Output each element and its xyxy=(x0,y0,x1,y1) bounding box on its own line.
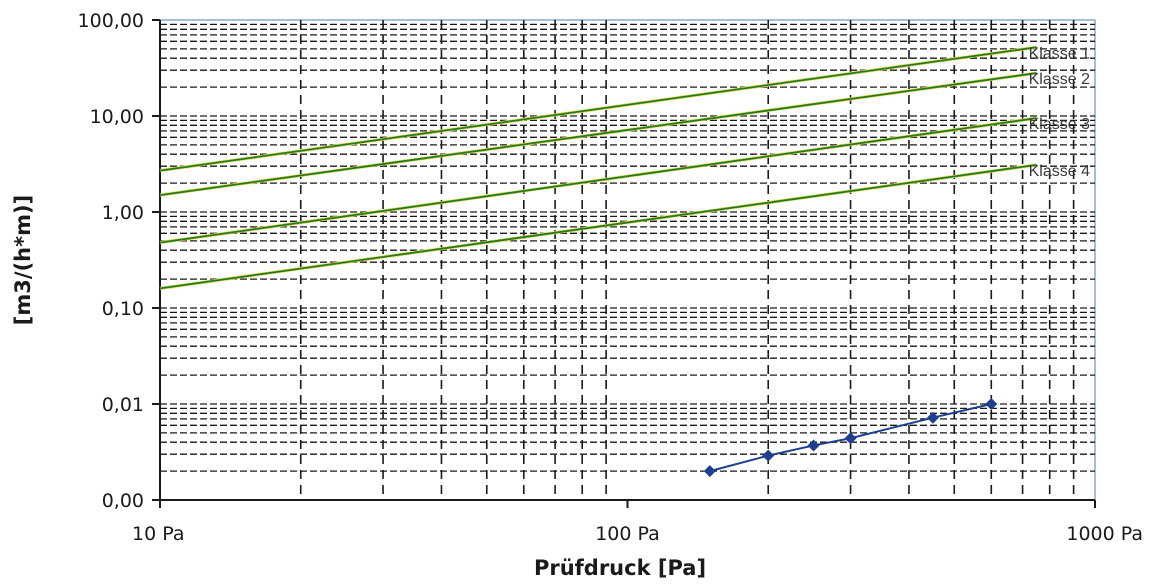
class-line xyxy=(159,72,1037,196)
class-line xyxy=(159,46,1037,172)
class-line xyxy=(159,163,1037,290)
y-tick-label: 100,00 xyxy=(78,10,144,32)
measured-point xyxy=(844,432,857,445)
x-tick-labels: 10 Pa 100 Pa 1000 Pa xyxy=(132,523,1143,545)
y-axis-title: [m3/(h*m)] xyxy=(11,195,35,325)
y-tick-label: 0,01 xyxy=(102,394,144,416)
class-labels: Klasse 1 Klasse 2 Klasse 3 Klasse 4 xyxy=(1029,45,1090,180)
plot-area xyxy=(159,19,1096,501)
x-tick-label: 1000 Pa xyxy=(1066,523,1143,545)
y-tick-label: 0,10 xyxy=(102,298,144,320)
class-line xyxy=(159,117,1037,244)
class-line-label: Klasse 1 xyxy=(1029,45,1090,62)
y-tick-label: 0,00 xyxy=(102,490,144,512)
class-line-label: Klasse 2 xyxy=(1029,71,1090,88)
class-lines xyxy=(159,45,1037,290)
y-tick-label: 1,00 xyxy=(102,202,144,224)
class-line-label: Klasse 3 xyxy=(1029,116,1090,133)
measured-point xyxy=(985,398,998,410)
measured-point xyxy=(807,439,820,452)
y-tick-label: 10,00 xyxy=(90,106,144,128)
x-tick-label: 100 Pa xyxy=(595,523,660,545)
measured-point xyxy=(703,465,716,478)
measured-series xyxy=(703,398,998,478)
class-line-label: Klasse 4 xyxy=(1029,163,1090,180)
measured-point xyxy=(762,449,775,462)
measured-line xyxy=(709,403,992,473)
x-tick-label: 10 Pa xyxy=(132,523,184,545)
grid xyxy=(152,19,1096,508)
x-axis-title: Prüfdruck [Pa] xyxy=(534,556,706,580)
y-tick-labels: 0,00 0,01 0,10 1,00 10,00 100,00 xyxy=(78,10,144,512)
measured-point xyxy=(926,411,939,424)
